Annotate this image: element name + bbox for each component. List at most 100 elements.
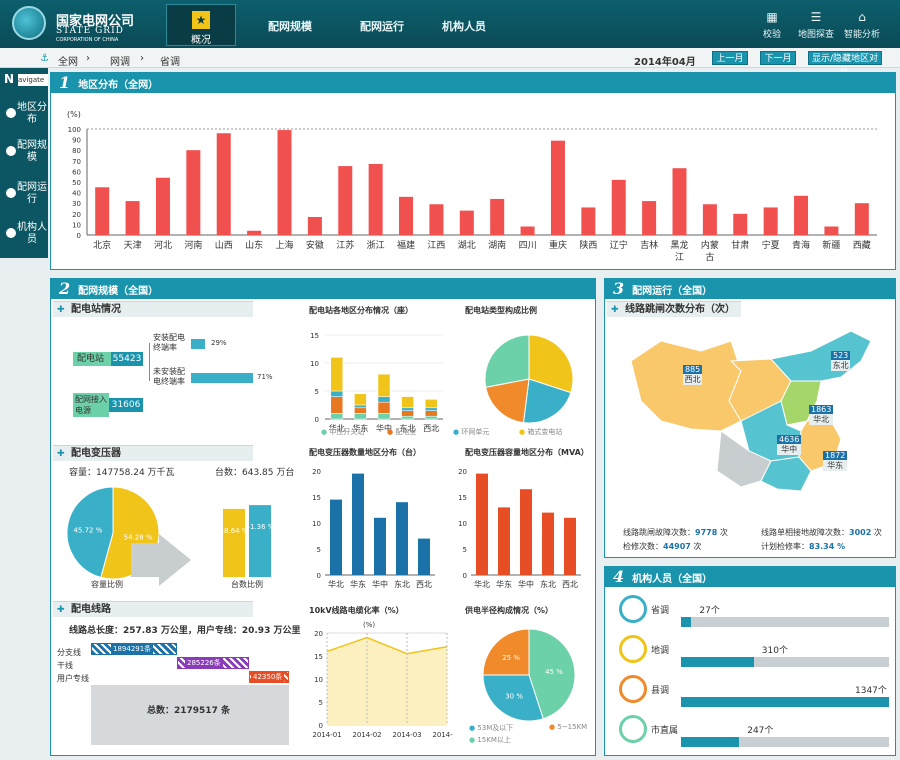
map-label-0: 885 西北: [683, 365, 703, 385]
x-tick-label: 华中: [518, 579, 534, 589]
y-axis-label: (%): [67, 110, 81, 119]
x-tick-label: 华中: [372, 579, 388, 589]
sidebar-item-staff[interactable]: 机构人员: [0, 218, 48, 258]
user-line-value: 42350条: [251, 672, 285, 682]
y-axis-label: (%): [363, 621, 375, 629]
y-tick-label: 15: [312, 494, 321, 502]
map-explore-button[interactable]: ☰ 地图探查: [797, 10, 834, 40]
y-tick-label: 0: [463, 572, 467, 580]
bar-青海: [794, 195, 809, 235]
staff-level-name: 县调: [651, 686, 670, 696]
x-tick-label: 江西: [427, 240, 445, 251]
x-tick-label: 黑龙: [670, 239, 688, 251]
slice-label: 30 %: [505, 692, 523, 700]
station-stacked-bar-chart: 0 5 10 15 华北 华东 华中 东北 西北: [310, 332, 443, 433]
pie-slice: [528, 335, 573, 394]
user-line-label: 用户专线: [57, 674, 89, 683]
bar-中压开关站-东北: [401, 415, 414, 420]
map-explore-icon: ☰: [810, 10, 822, 24]
x-tick-label: 2014-04: [432, 731, 453, 739]
bar-华中: [520, 489, 532, 575]
china-region-map[interactable]: [621, 321, 883, 505]
branch-line-value: 1894291条: [111, 644, 154, 654]
nav-distribution-operation[interactable]: 配网运行: [360, 20, 404, 33]
bar-北京: [95, 187, 110, 235]
slice-label: 54.28 %: [124, 533, 153, 541]
bar-东北: [542, 512, 554, 575]
next-month-button[interactable]: 下一月: [760, 51, 796, 65]
tf-count-chart-title: 配电变压器数量地区分布（台）: [309, 448, 421, 457]
breadcrumb-network[interactable]: 网调: [110, 57, 130, 68]
sidebar-item-region[interactable]: 地区分布: [0, 98, 48, 138]
bar-环网单元-华东: [354, 404, 367, 409]
slice-label: 25 %: [502, 654, 520, 662]
staff-count-value: 247个: [747, 726, 774, 736]
y-tick-label: 90: [72, 137, 81, 145]
pie-slice: [67, 487, 114, 578]
bar-环网单元-华中: [377, 396, 391, 403]
trip-fault-text: 线路跳闸故障次数：9778 次: [623, 528, 728, 537]
staff-rows: 省调 27个 地调 310个 县调 1347个 市直属 247个: [605, 591, 897, 755]
ratio-label: 48.64 %: [220, 527, 249, 535]
x-tick-label: 2014-02: [352, 731, 381, 739]
bar-配电室-华东: [354, 407, 367, 414]
bar-天津: [125, 201, 140, 235]
staff-panel: 4 机构人员（全国） 省调 27个 地调 310个 县调 1347个 市直属 247个: [604, 566, 896, 756]
radius-legend: ● 53M及以下 ● 5~15KM ● 15KM以上: [469, 723, 594, 753]
legend-item: ● 中压开关站: [321, 428, 365, 436]
y-tick-label: 5: [317, 546, 321, 554]
transformer-subheader: 配电变压器: [53, 445, 253, 462]
nav-distribution-scale[interactable]: 配网规模: [268, 20, 312, 33]
count-ratio-bar: 48.64 %51.36 %: [220, 505, 275, 577]
nav-home-tab[interactable]: ★ 概况: [166, 4, 236, 46]
x-tick-label: 华东: [496, 579, 512, 589]
x-tick-label: 甘肃: [731, 239, 749, 251]
x-tick-label: 江苏: [336, 239, 354, 251]
toggle-region-compare-button[interactable]: 显示/隐藏地区对比: [808, 51, 882, 78]
x-tick-label: 湖北: [458, 240, 476, 251]
installed-terminal-label: 安装配电终端率: [153, 333, 185, 352]
y-tick-label: 5: [319, 699, 323, 707]
bar-四川: [520, 226, 535, 235]
x-tick-label: 四川: [519, 241, 537, 251]
breadcrumb-province[interactable]: 省调: [160, 57, 180, 68]
map-region-south[interactable]: [760, 456, 812, 492]
bar-华中: [374, 517, 386, 575]
bar-内蒙古: [702, 204, 717, 235]
substation-subheader: 配电站情况: [53, 301, 253, 318]
panel-header: 1 地区分布（全网）: [51, 73, 895, 93]
staff-level-name: 地调: [651, 646, 670, 656]
people-icon: [6, 228, 16, 238]
line-total-count: 总数：2179517 条: [147, 706, 230, 716]
sidebar-item-operation[interactable]: 配网运行: [0, 178, 48, 218]
staff-person-icon: [619, 635, 647, 663]
y-tick-label: 5: [315, 388, 319, 396]
sidebar-item-scale[interactable]: 配网规模: [0, 136, 48, 176]
legend-item: ● 15KM以上: [469, 736, 511, 744]
x-tick-label: 青海: [792, 239, 810, 251]
navigate-field[interactable]: avigate: [18, 74, 48, 86]
legend-item: ● 配电室: [387, 428, 417, 436]
substation-count-box: 配电站 55423: [73, 352, 143, 366]
access-power-label: 配网接入电源: [73, 393, 109, 417]
slice-label: 45 %: [545, 668, 563, 676]
y-tick-label: 40: [72, 190, 81, 198]
x-tick-label: 重庆: [549, 239, 567, 251]
prev-month-button[interactable]: 上一月: [712, 51, 748, 65]
sidebar: N avigate 地区分布 配网规模 配网运行 机构人员: [0, 68, 48, 258]
bar-中压开关站-华中: [377, 413, 391, 420]
panel-header: 2 配网规模（全国）: [51, 279, 595, 299]
check-button[interactable]: ▦ 校验: [752, 10, 792, 40]
bar-浙江: [368, 163, 383, 235]
station-pie-title: 配电站类型构成比例: [465, 306, 537, 315]
y-tick-label: 10: [72, 221, 81, 229]
y-tick-label: 0: [319, 722, 323, 730]
installed-terminal-pct: 29%: [211, 339, 227, 347]
bar-配电室-东北: [401, 410, 414, 417]
slice-label: 45.72 %: [73, 527, 102, 535]
breadcrumb-all-grid[interactable]: 全网: [58, 57, 78, 68]
nav-staff[interactable]: 机构人员: [442, 20, 486, 33]
analysis-button[interactable]: ⌂ 智能分析: [843, 10, 880, 40]
bar-陕西: [581, 207, 596, 235]
